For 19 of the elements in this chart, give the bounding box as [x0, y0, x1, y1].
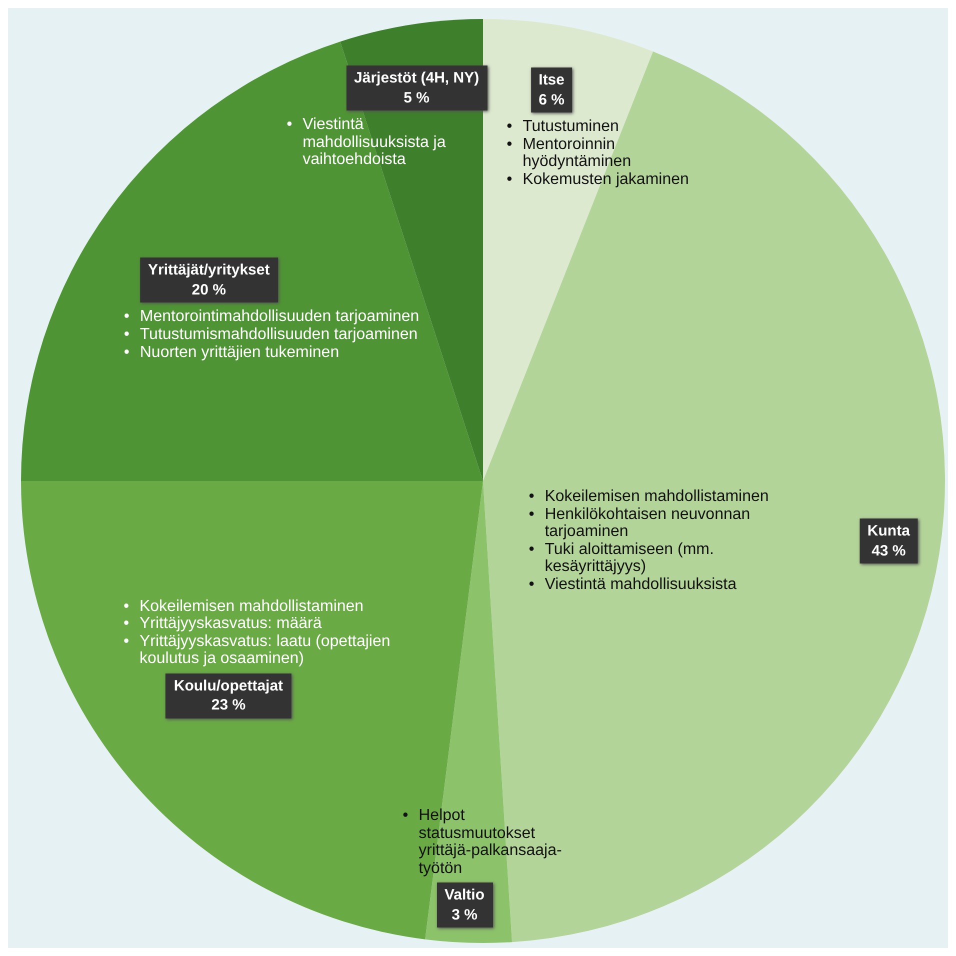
data-label: 43 %	[870, 541, 907, 561]
text: • Viestintä mahdollisuuksista ja vaihtoehdoista	[286, 116, 447, 169]
text: • Kokeilemisen mahdollistaminen • Henkilökohtaisen neuvonnan tarjoaminen • Tuki aloittamiseen (mm. kesäyrittäjyys) • Viestintä mahdollisuuksista	[528, 488, 769, 594]
text: • Mentorointimahdollisuuden tarjoaminen • Tutustumismahdollisuuden tarjoaminen • Nuorten yrittäjien tukeminen	[124, 308, 420, 362]
pie-slice	[21, 42, 483, 481]
data-label: 5 %	[402, 88, 430, 108]
text: • Tutustuminen • Mentoroinnin hyödyntäminen • Kokemusten jakaminen	[506, 118, 690, 189]
slice-label: Itse	[538, 70, 565, 90]
data-label: 23 %	[210, 696, 247, 716]
data-label: 20 %	[190, 280, 227, 300]
data-label: 3 %	[450, 905, 478, 925]
slice-label: Kunta	[867, 522, 910, 542]
data-label: 6 %	[538, 90, 565, 110]
slice-label: Koulu/opettajat	[174, 676, 284, 696]
text: • Helpot statusmuutokset yrittäjä-palkansaaja-työtön	[402, 807, 563, 878]
slice-label: Yrittäjät/yritykset	[148, 260, 270, 280]
slice-label: Valtio	[444, 886, 485, 906]
slice-label: Järjestöt (4H, NY)	[354, 68, 480, 88]
text: • Kokeilemisen mahdollistaminen • Yrittäjyyskasvatus: määrä • Yrittäjyyskasvatus: laatu (opettajien koulutus ja osaaminen)	[123, 598, 392, 668]
